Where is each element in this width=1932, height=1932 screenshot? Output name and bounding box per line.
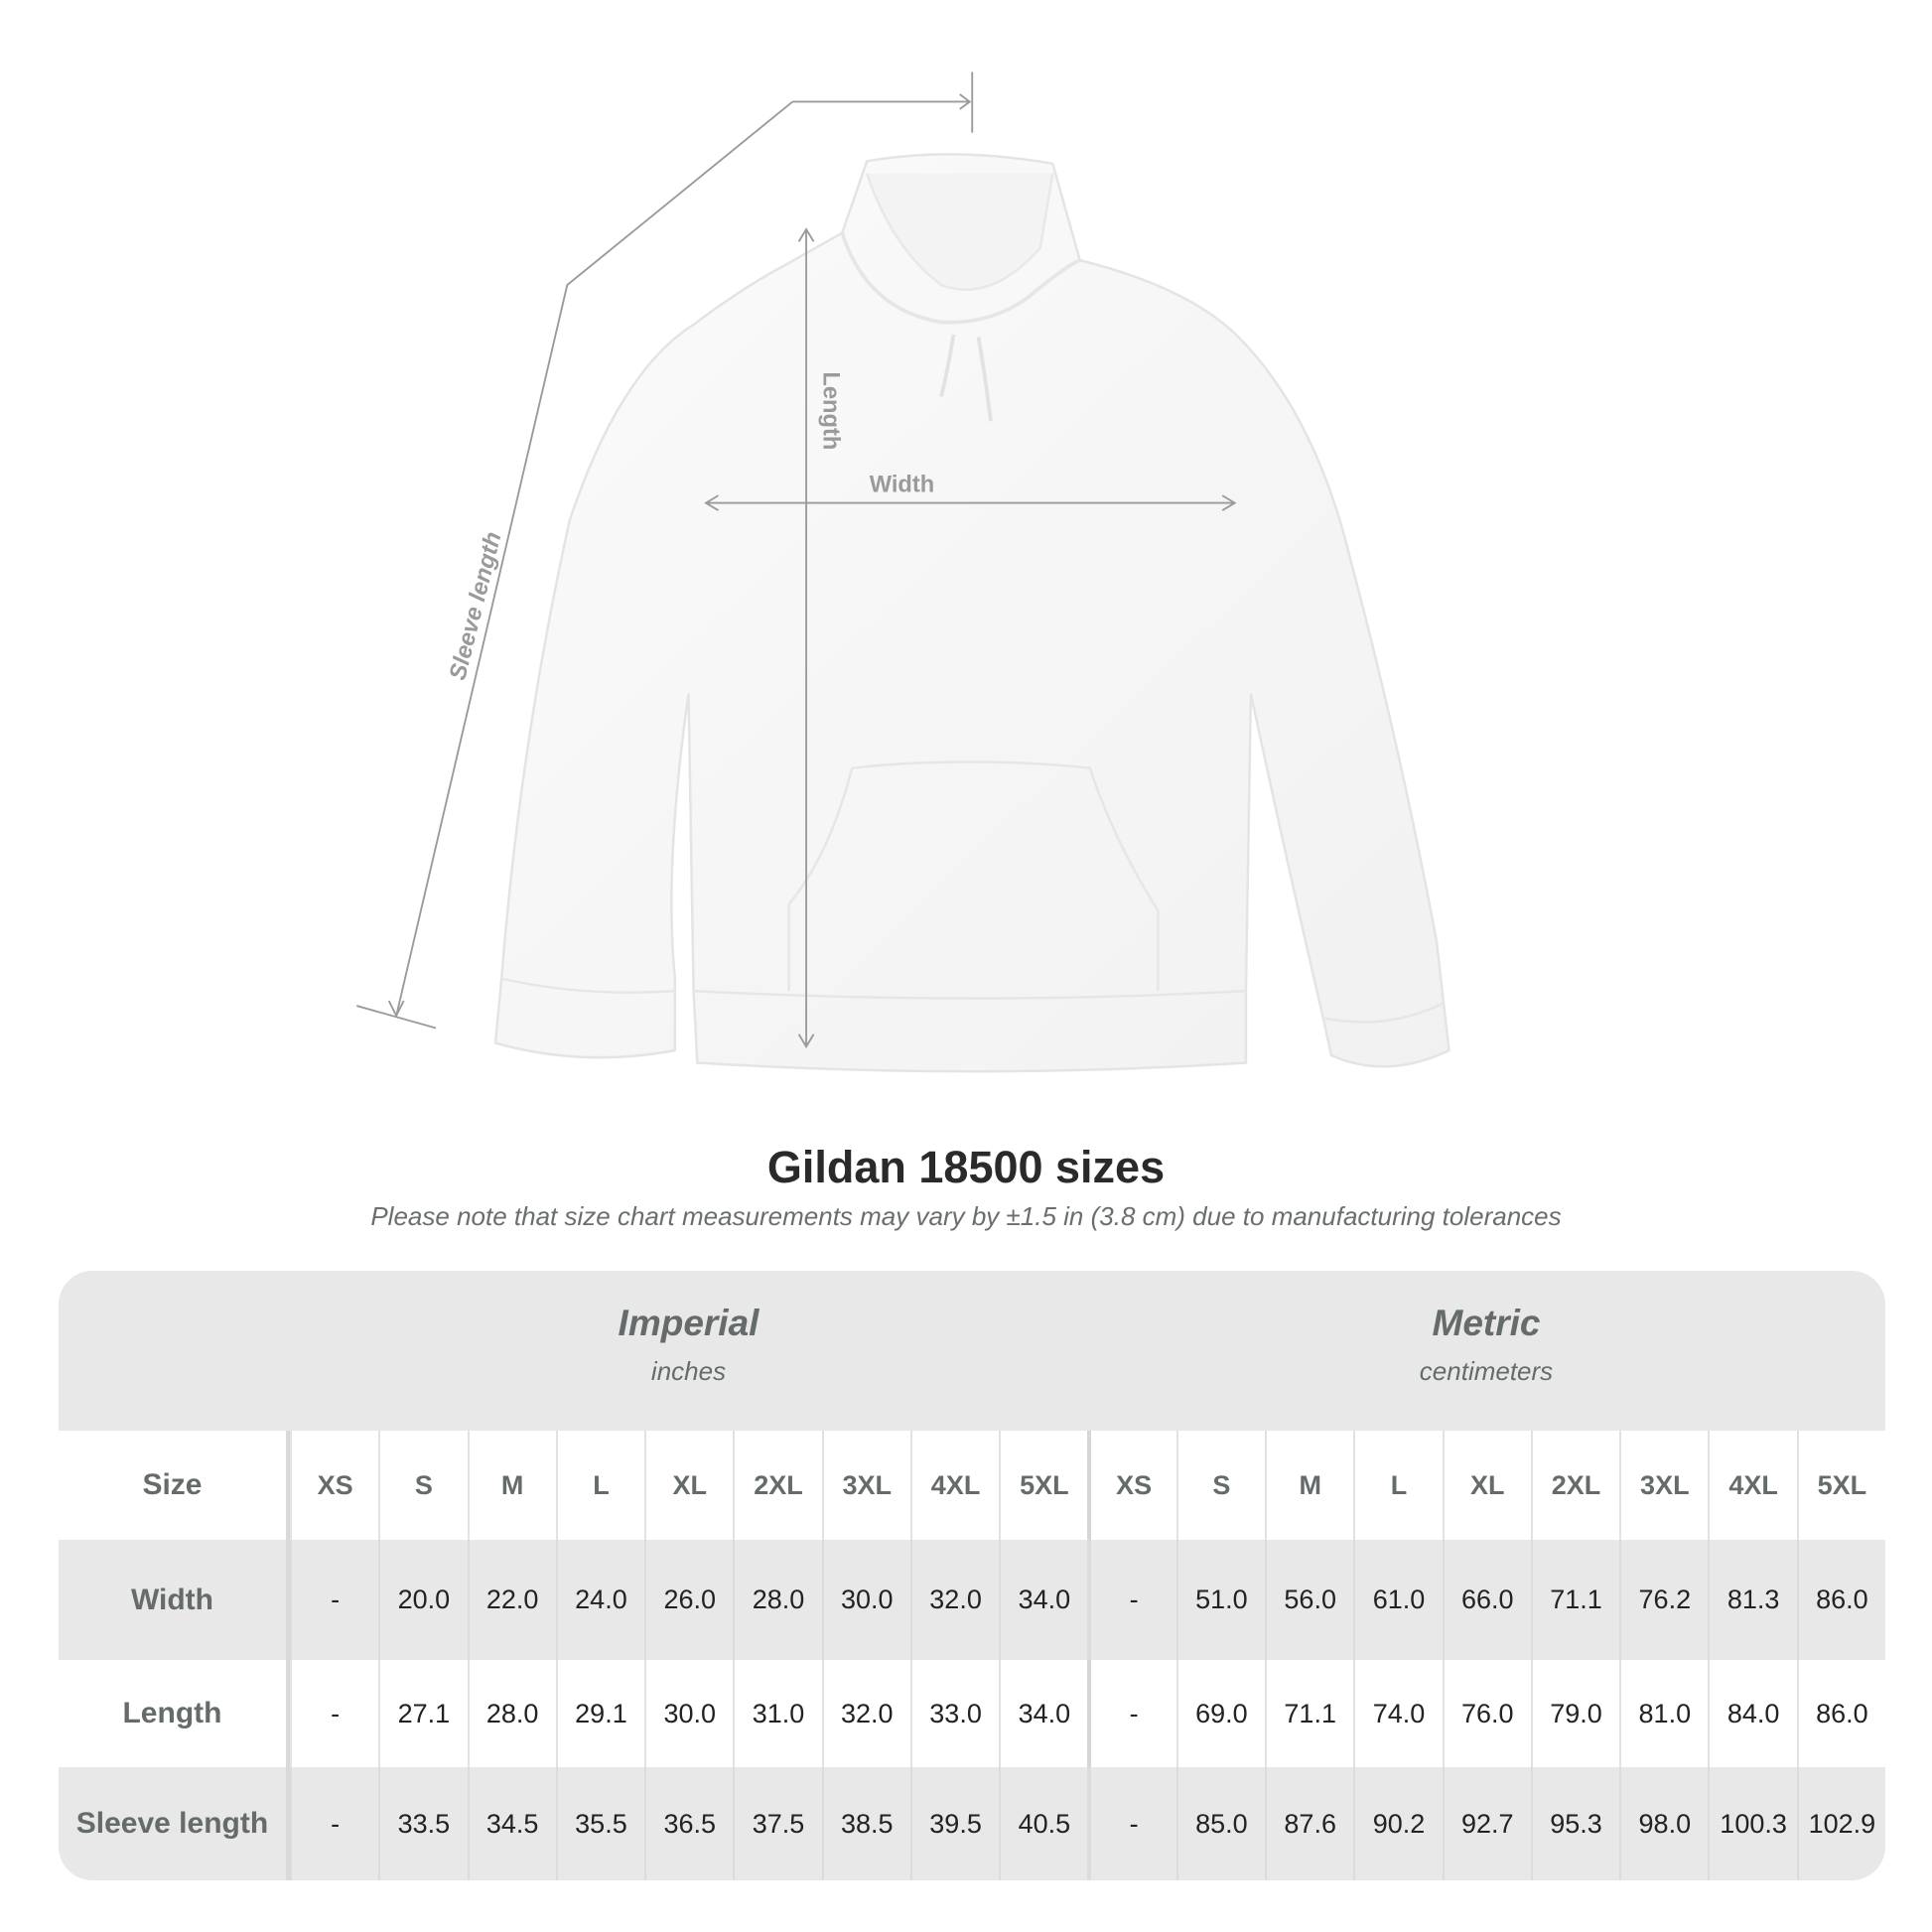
cell-imperial: 30.0 bbox=[644, 1660, 733, 1767]
cell-metric: 71.1 bbox=[1265, 1660, 1353, 1767]
cell-metric: 69.0 bbox=[1175, 1660, 1265, 1767]
size-header-imperial: 3XL bbox=[821, 1431, 910, 1540]
size-header-imperial: S bbox=[378, 1431, 467, 1540]
imperial-header: Imperial inches bbox=[290, 1271, 1087, 1431]
size-header-imperial: XL bbox=[644, 1431, 733, 1540]
cell-imperial: 39.5 bbox=[909, 1767, 999, 1880]
cell-metric: 79.0 bbox=[1530, 1660, 1619, 1767]
cell-imperial: - bbox=[289, 1660, 378, 1767]
size-header-imperial: XS bbox=[289, 1431, 378, 1540]
cell-metric: 84.0 bbox=[1708, 1660, 1796, 1767]
table-row: Length -27.1 28.0 29.1 30.0 31.0 32.0 33.0 34.0-… bbox=[59, 1660, 1885, 1767]
cell-metric: - bbox=[1087, 1660, 1175, 1767]
size-header-imperial: 5XL bbox=[999, 1431, 1087, 1540]
cell-metric: 86.0 bbox=[1796, 1540, 1885, 1660]
size-header-row: Size XS S M L XL 2XL 3XL 4XL 5XL XS S M L XL 2XL 3XL 4XL 5… bbox=[59, 1431, 1885, 1540]
cell-imperial: 27.1 bbox=[378, 1660, 467, 1767]
row-label: Length bbox=[59, 1660, 290, 1767]
cell-imperial: 32.0 bbox=[909, 1540, 999, 1660]
cell-metric: 81.0 bbox=[1619, 1660, 1708, 1767]
cell-metric: 102.9 bbox=[1796, 1767, 1885, 1880]
cell-imperial: 29.1 bbox=[555, 1660, 644, 1767]
imperial-title: Imperial bbox=[618, 1303, 759, 1343]
cell-imperial: 28.0 bbox=[733, 1540, 821, 1660]
cell-imperial: - bbox=[289, 1767, 378, 1880]
cell-metric: 87.6 bbox=[1265, 1767, 1353, 1880]
size-header-imperial: 2XL bbox=[733, 1431, 821, 1540]
cell-imperial: - bbox=[289, 1540, 378, 1660]
size-header-metric: M bbox=[1265, 1431, 1353, 1540]
cell-metric: 76.0 bbox=[1442, 1660, 1531, 1767]
cell-metric: 74.0 bbox=[1353, 1660, 1442, 1767]
row-label: Width bbox=[59, 1540, 290, 1660]
cell-metric: 92.7 bbox=[1442, 1767, 1531, 1880]
cell-imperial: 36.5 bbox=[644, 1767, 733, 1880]
table-row: Sleeve length -33.5 34.5 35.5 36.5 37.5 38.5 39… bbox=[59, 1767, 1885, 1880]
cell-imperial: 34.0 bbox=[999, 1540, 1087, 1660]
cell-imperial: 26.0 bbox=[644, 1540, 733, 1660]
cell-imperial: 40.5 bbox=[999, 1767, 1087, 1880]
cell-imperial: 32.0 bbox=[821, 1660, 910, 1767]
size-header-metric: 5XL bbox=[1796, 1431, 1885, 1540]
size-header-imperial: 4XL bbox=[909, 1431, 999, 1540]
size-chart-table: Imperial inches Metric centimeters Size X… bbox=[59, 1271, 1885, 1880]
table-row: Width -20.0 22.0 24.0 26.0 28.0 30.0 32.0 34.0-5… bbox=[59, 1540, 1885, 1660]
cell-imperial: 33.5 bbox=[378, 1767, 467, 1880]
cell-imperial: 30.0 bbox=[821, 1540, 910, 1660]
cell-imperial: 20.0 bbox=[378, 1540, 467, 1660]
length-measure-line bbox=[797, 227, 815, 1049]
size-header-metric: 2XL bbox=[1530, 1431, 1619, 1540]
cell-metric: 51.0 bbox=[1175, 1540, 1265, 1660]
size-header-metric: XS bbox=[1087, 1431, 1175, 1540]
metric-title: Metric bbox=[1432, 1303, 1541, 1343]
sleeve-length-label: Sleeve length bbox=[445, 529, 506, 682]
metric-header: Metric centimeters bbox=[1087, 1271, 1885, 1431]
cell-metric: 76.2 bbox=[1619, 1540, 1708, 1660]
width-label: Width bbox=[870, 472, 935, 497]
cell-imperial: 24.0 bbox=[555, 1540, 644, 1660]
cell-metric: 98.0 bbox=[1619, 1767, 1708, 1880]
cell-metric: 90.2 bbox=[1353, 1767, 1442, 1880]
cell-metric: 71.1 bbox=[1530, 1540, 1619, 1660]
cell-imperial: 34.0 bbox=[999, 1660, 1087, 1767]
metric-unit: centimeters bbox=[1419, 1356, 1554, 1386]
cell-metric: 61.0 bbox=[1353, 1540, 1442, 1660]
cell-metric: 56.0 bbox=[1265, 1540, 1353, 1660]
tolerance-note: Please note that size chart measurements… bbox=[370, 1201, 1562, 1231]
cell-imperial: 33.0 bbox=[909, 1660, 999, 1767]
page-title: Gildan 18500 sizes bbox=[766, 1142, 1166, 1192]
cell-metric: 66.0 bbox=[1442, 1540, 1531, 1660]
cell-imperial: 37.5 bbox=[733, 1767, 821, 1880]
imperial-unit: inches bbox=[650, 1356, 727, 1386]
cell-metric: 86.0 bbox=[1796, 1660, 1885, 1767]
cell-imperial: 22.0 bbox=[467, 1540, 556, 1660]
size-header-metric: XL bbox=[1442, 1431, 1531, 1540]
cell-imperial: 34.5 bbox=[467, 1767, 556, 1880]
cell-metric: - bbox=[1087, 1540, 1175, 1660]
length-label: Length bbox=[818, 371, 844, 450]
cell-metric: - bbox=[1087, 1767, 1175, 1880]
cell-metric: 81.3 bbox=[1708, 1540, 1796, 1660]
row-label: Sleeve length bbox=[59, 1767, 290, 1880]
cell-imperial: 38.5 bbox=[821, 1767, 910, 1880]
cell-imperial: 31.0 bbox=[733, 1660, 821, 1767]
width-measure-line bbox=[704, 494, 1237, 511]
size-header-metric: L bbox=[1353, 1431, 1442, 1540]
cell-metric: 95.3 bbox=[1530, 1767, 1619, 1880]
hoodie-measurement-diagram: Length Width Sleeve length bbox=[356, 71, 1450, 1073]
cell-metric: 85.0 bbox=[1175, 1767, 1265, 1880]
size-header-metric: S bbox=[1175, 1431, 1265, 1540]
size-header-imperial: M bbox=[467, 1431, 556, 1540]
size-header-metric: 3XL bbox=[1619, 1431, 1708, 1540]
cell-metric: 100.3 bbox=[1708, 1767, 1796, 1880]
cell-imperial: 28.0 bbox=[467, 1660, 556, 1767]
cell-imperial: 35.5 bbox=[555, 1767, 644, 1880]
size-header-imperial: L bbox=[555, 1431, 644, 1540]
size-header-metric: 4XL bbox=[1708, 1431, 1796, 1540]
hoodie-image bbox=[493, 153, 1450, 1073]
row-label: Size bbox=[59, 1431, 290, 1540]
sleeve-measure-line bbox=[356, 71, 974, 1030]
